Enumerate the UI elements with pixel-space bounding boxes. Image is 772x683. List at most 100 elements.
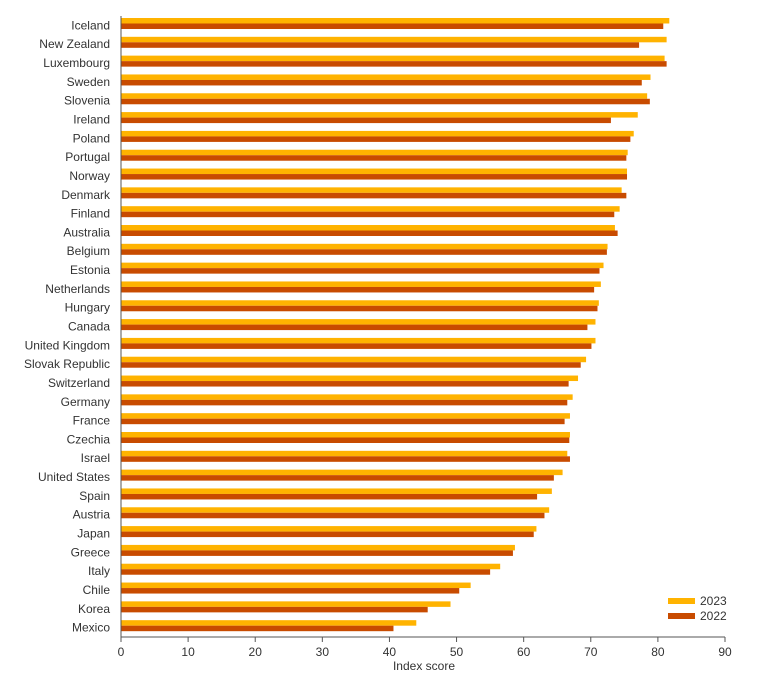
x-tick-label: 70 (584, 645, 598, 659)
bar-2022-norway (121, 174, 628, 180)
bar-2023-mexico (121, 620, 417, 626)
bar-2022-chile (121, 588, 460, 594)
category-label: Denmark (61, 188, 111, 202)
bar-2022-australia (121, 230, 618, 236)
category-label: Luxembourg (43, 56, 110, 70)
bar-2022-portugal (121, 155, 627, 161)
category-label: Austria (73, 508, 111, 522)
bar-2022-switzerland (121, 381, 569, 387)
bar-2022-united-kingdom (121, 343, 592, 349)
bar-2022-czechia (121, 437, 570, 443)
bar-2022-spain (121, 493, 538, 500)
bar-2023-luxembourg (121, 55, 665, 62)
category-label: United States (38, 470, 110, 484)
x-tick-label: 50 (450, 645, 464, 659)
category-label: Estonia (70, 263, 110, 277)
bar-2023-estonia (121, 262, 604, 269)
bar-2022-united-states (121, 475, 554, 481)
bar-2023-switzerland (121, 375, 579, 382)
bar-2022-korea (121, 606, 428, 613)
category-label: Portugal (65, 150, 110, 164)
bar-2023-chile (121, 582, 471, 589)
x-tick-label: 30 (316, 645, 330, 659)
bar-2023-italy (121, 563, 501, 570)
bars-group (121, 18, 670, 632)
legend-swatch-2022 (668, 613, 695, 619)
x-tick-label: 40 (383, 645, 397, 659)
x-tick-label: 80 (651, 645, 665, 659)
category-label: Italy (88, 564, 110, 578)
bar-2022-iceland (121, 23, 664, 29)
category-label: United Kingdom (25, 338, 110, 352)
bar-2022-canada (121, 324, 588, 331)
bar-2022-sweden (121, 79, 642, 86)
bar-2022-new-zealand (121, 42, 640, 48)
bar-2022-slovak-republic (121, 362, 581, 368)
category-label: Mexico (72, 621, 110, 635)
bar-2023-norway (121, 168, 628, 175)
category-label: Greece (71, 545, 111, 559)
bar-2023-new-zealand (121, 36, 667, 43)
bar-2022-netherlands (121, 286, 595, 293)
x-tick-label: 10 (181, 645, 195, 659)
bar-2023-iceland (121, 18, 670, 24)
x-tick-label: 60 (517, 645, 531, 659)
bar-2023-sweden (121, 74, 651, 80)
bar-2022-austria (121, 512, 545, 519)
bar-2023-portugal (121, 149, 628, 156)
category-label: Chile (83, 583, 111, 597)
bar-2023-slovenia (121, 93, 648, 99)
bar-2023-denmark (121, 187, 622, 193)
category-label: Norway (69, 169, 110, 183)
legend-label-2022: 2022 (700, 609, 727, 623)
bar-2022-italy (121, 569, 491, 575)
category-label: Sweden (67, 75, 110, 89)
bar-2022-mexico (121, 625, 394, 632)
category-label: Hungary (65, 301, 110, 315)
bar-2023-japan (121, 526, 537, 532)
bar-2022-poland (121, 136, 631, 142)
bar-2022-estonia (121, 268, 600, 274)
x-axis-ticks: 0 10 20 30 40 50 60 70 80 90 (118, 637, 732, 659)
bar-2023-australia (121, 225, 615, 231)
bar-2023-finland (121, 206, 620, 212)
bar-2023-korea (121, 601, 451, 607)
bar-2023-israel (121, 450, 568, 457)
bar-2022-hungary (121, 305, 598, 312)
category-label: Finland (71, 207, 110, 221)
bar-2023-ireland (121, 112, 638, 118)
category-label: Poland (73, 131, 110, 145)
category-label: Spain (79, 489, 110, 503)
bar-2023-poland (121, 130, 634, 137)
category-label: Belgium (67, 244, 110, 258)
bar-2022-luxembourg (121, 61, 667, 67)
category-labels: Iceland New Zealand Luxembourg Sweden Sloven… (24, 18, 111, 634)
bar-2022-ireland (121, 117, 611, 124)
x-tick-label: 20 (249, 645, 263, 659)
category-label: New Zealand (39, 37, 110, 51)
category-label: Japan (77, 527, 110, 541)
bar-2023-spain (121, 488, 552, 494)
category-label: Netherlands (45, 282, 110, 296)
bar-2022-japan (121, 531, 534, 538)
bar-2023-slovak-republic (121, 356, 587, 363)
bar-2022-israel (121, 456, 570, 462)
legend-swatch-2023 (668, 598, 695, 604)
category-label: Czechia (67, 432, 111, 446)
category-label: Iceland (71, 18, 110, 32)
bar-2023-united-kingdom (121, 337, 596, 344)
legend-label-2023: 2023 (700, 594, 727, 608)
bar-2022-slovenia (121, 98, 650, 105)
x-tick-label: 90 (718, 645, 732, 659)
bar-2023-united-states (121, 469, 563, 476)
x-tick-label: 0 (118, 645, 125, 659)
bar-2023-belgium (121, 243, 608, 250)
category-label: Ireland (73, 113, 110, 127)
category-label: Australia (63, 225, 110, 239)
category-label: France (73, 414, 111, 428)
bar-2022-finland (121, 211, 615, 218)
bar-2023-hungary (121, 300, 599, 306)
bar-2022-france (121, 418, 565, 425)
category-label: Israel (81, 451, 110, 465)
